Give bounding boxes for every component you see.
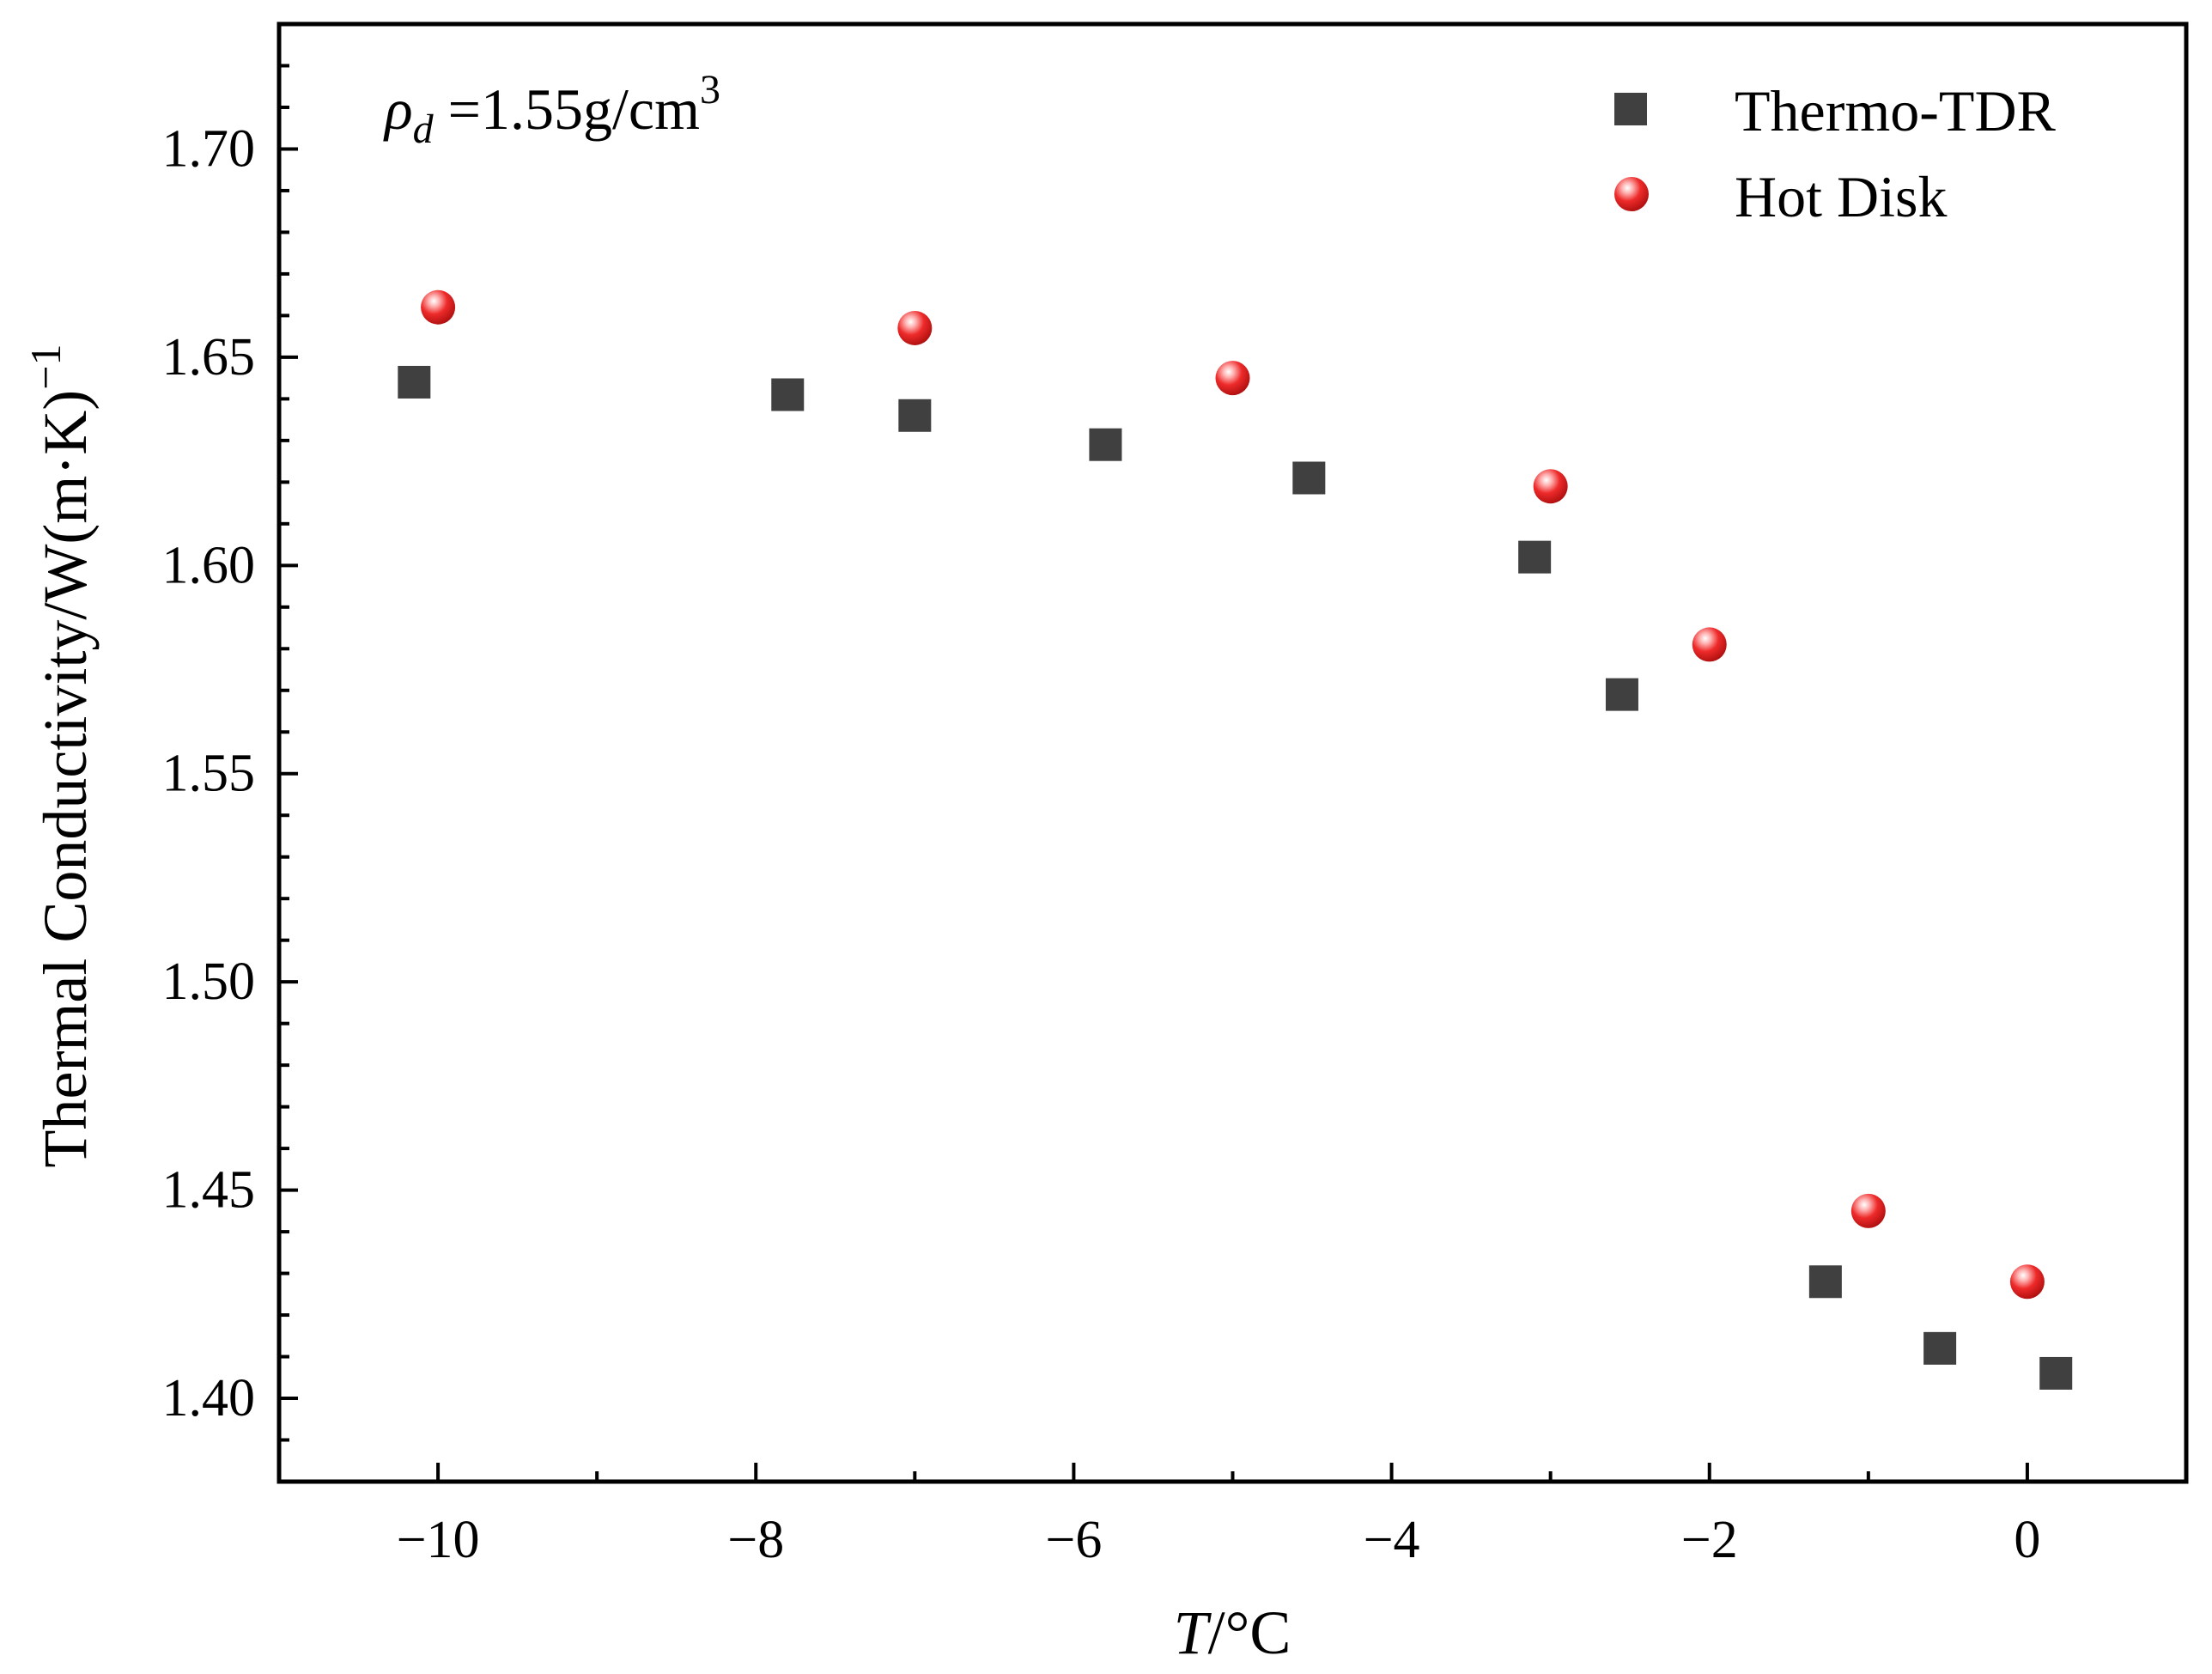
y-axis-title-group: Thermal Conductivity/W(m·K)−1 xyxy=(21,344,100,1168)
legend-label-hot-disk: Hot Disk xyxy=(1735,164,1947,229)
y-tick-label: 1.50 xyxy=(162,953,256,1011)
data-point-square xyxy=(1292,461,1326,495)
y-tick-label: 1.70 xyxy=(162,119,256,178)
data-series xyxy=(398,289,2073,1390)
y-axis: 1.40 1.45 1.50 1.55 1.60 1.65 1.70 xyxy=(162,64,298,1442)
x-axis-title: T/°C xyxy=(1174,1598,1291,1667)
data-point-square xyxy=(1923,1331,1957,1365)
data-point-sphere xyxy=(1533,469,1568,504)
data-point-sphere xyxy=(1850,1193,1886,1228)
x-tick-label: −4 xyxy=(1364,1511,1420,1569)
data-point-square xyxy=(771,378,805,411)
data-point-square xyxy=(1808,1265,1842,1299)
x-axis-title-italic: T xyxy=(1174,1598,1212,1667)
density-annotation: ρd =1.55g/cm3 xyxy=(383,67,720,152)
y-tick-label: 1.65 xyxy=(162,328,256,387)
x-tick-label: −6 xyxy=(1045,1511,1102,1569)
data-point-square xyxy=(898,399,932,432)
x-tick-label: −8 xyxy=(727,1511,784,1569)
plot-area xyxy=(276,21,2189,1484)
y-tick-label: 1.45 xyxy=(162,1161,256,1220)
y-axis-title: Thermal Conductivity/W(m·K)−1 xyxy=(21,344,100,1168)
legend: Thermo-TDR Hot Disk xyxy=(1614,78,2057,229)
data-point-sphere xyxy=(897,310,933,345)
data-point-square xyxy=(1605,678,1638,711)
legend-marker-thermo-tdr xyxy=(1614,93,1647,125)
y-axis-title-main: Thermal Conductivity/W(m·K) xyxy=(31,390,100,1168)
data-point-square xyxy=(1089,428,1122,461)
annotation-text: =1.55g/cm xyxy=(434,76,700,142)
x-tick-label: −2 xyxy=(1681,1511,1738,1569)
data-point-square xyxy=(1518,540,1552,574)
y-axis-title-superscript: −1 xyxy=(21,344,70,390)
data-point-sphere xyxy=(1215,361,1250,396)
legend-marker-hot-disk xyxy=(1614,177,1649,211)
data-point-sphere xyxy=(421,289,456,325)
plot-frame xyxy=(276,21,2189,1484)
data-point-square xyxy=(398,365,431,399)
series-thermo-tdr xyxy=(398,365,2073,1390)
data-point-sphere xyxy=(1692,627,1727,662)
legend-label-thermo-tdr: Thermo-TDR xyxy=(1735,78,2057,143)
data-point-square xyxy=(2039,1356,2073,1390)
annotation-symbol: ρ xyxy=(383,76,413,142)
x-axis: −10 −8 −6 −4 −2 0 xyxy=(277,1463,2188,1569)
x-tick-label: −10 xyxy=(397,1511,480,1569)
annotation-superscript: 3 xyxy=(700,67,720,113)
annotation-subscript: d xyxy=(413,107,434,152)
y-tick-label: 1.60 xyxy=(162,536,256,594)
x-tick-label: 0 xyxy=(2014,1511,2040,1569)
y-tick-label: 1.55 xyxy=(162,745,256,803)
series-hot-disk xyxy=(421,289,2045,1300)
data-point-sphere xyxy=(2009,1264,2045,1300)
svg-text:ρd =1.55g/cm3: ρd =1.55g/cm3 xyxy=(383,67,720,152)
y-tick-label: 1.40 xyxy=(162,1369,256,1427)
x-axis-title-rest: /°C xyxy=(1208,1598,1291,1667)
